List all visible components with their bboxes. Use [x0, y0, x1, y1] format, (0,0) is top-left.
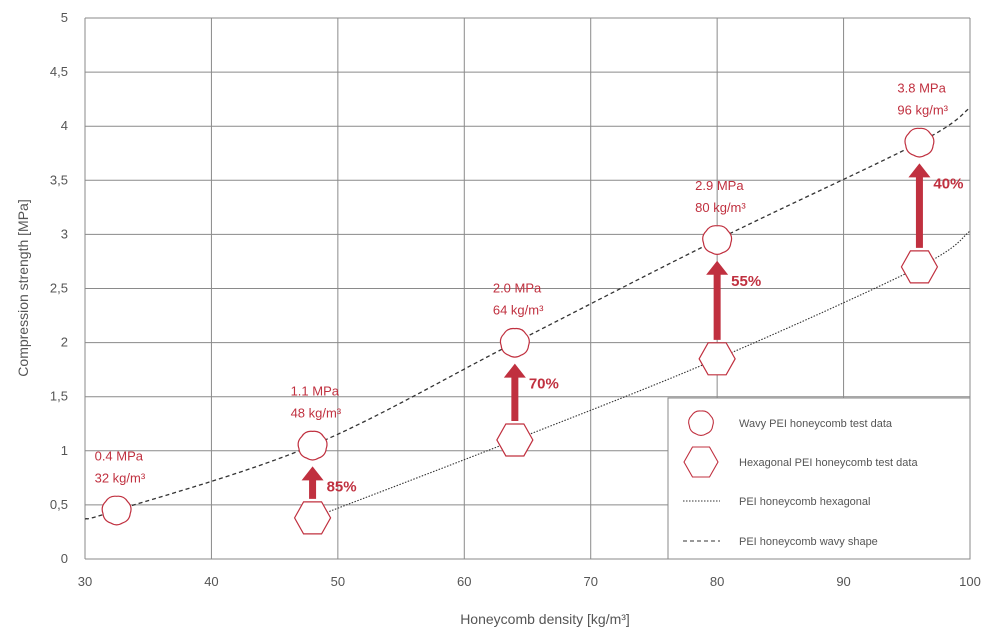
y-tick-label: 1	[61, 443, 68, 458]
y-tick-label: 0,5	[50, 497, 68, 512]
annotation-density: 96 kg/m³	[897, 102, 948, 117]
improvement-label: 55%	[731, 273, 761, 290]
y-tick-label: 3	[61, 226, 68, 241]
x-axis-title: Honeycomb density [kg/m³]	[460, 611, 630, 627]
improvement-arrow	[908, 163, 931, 248]
wavy-trend-line	[85, 107, 970, 520]
y-tick-label: 0	[61, 551, 68, 566]
y-tick-label: 4,5	[50, 64, 68, 79]
improvement-label: 70%	[529, 376, 559, 393]
x-tick-label: 90	[836, 574, 850, 589]
annotation-strength: 1.1 MPa	[291, 383, 340, 398]
annotation-density: 32 kg/m³	[95, 470, 146, 485]
legend-label: PEI honeycomb hexagonal	[739, 496, 870, 508]
x-tick-label: 80	[710, 574, 724, 589]
legend-box	[667, 397, 971, 560]
tick-labels: 30 40 50 60 70 80 90 100 0 0,5 1 1,5 2 2,5 3 3,5 4 4,5 5	[50, 10, 981, 589]
legend-hexagon-marker	[683, 446, 719, 478]
wavy-data-point	[101, 495, 132, 526]
legend-label: Wavy PEI honeycomb test data	[739, 418, 893, 430]
x-tick-label: 70	[583, 574, 597, 589]
hexagon-data-point	[900, 250, 939, 284]
legend: Wavy PEI honeycomb test data Hexagonal PE…	[667, 397, 971, 560]
x-tick-label: 100	[959, 574, 981, 589]
x-tick-label: 50	[331, 574, 345, 589]
improvement-arrow	[706, 260, 729, 340]
wavy-data-point	[297, 430, 328, 461]
y-tick-label: 5	[61, 10, 68, 25]
annotation-density: 64 kg/m³	[493, 303, 544, 318]
y-tick-label: 2,5	[50, 281, 68, 296]
annotation-strength: 2.9 MPa	[695, 178, 744, 193]
wavy-data-point	[904, 127, 935, 158]
annotation-strength: 0.4 MPa	[95, 448, 144, 463]
data-markers	[101, 127, 939, 535]
annotation-density: 80 kg/m³	[695, 200, 746, 215]
annotation-density: 48 kg/m³	[291, 405, 342, 420]
improvement-arrow	[503, 363, 526, 421]
legend-label: Hexagonal PEI honeycomb test data	[739, 457, 918, 469]
y-tick-label: 4	[61, 118, 68, 133]
improvement-arrow	[301, 466, 324, 499]
y-tick-label: 3,5	[50, 172, 68, 187]
y-tick-label: 2	[61, 335, 68, 350]
wavy-data-point	[499, 327, 530, 358]
hexagon-data-point	[293, 501, 332, 535]
y-axis-title: Compression strength [MPa]	[15, 199, 31, 376]
hexagon-data-point	[496, 423, 534, 457]
x-tick-label: 60	[457, 574, 471, 589]
legend-label: PEI honeycomb wavy shape	[739, 536, 878, 548]
improvement-label: 85%	[327, 478, 357, 495]
x-tick-label: 40	[204, 574, 218, 589]
improvement-label: 40%	[933, 175, 963, 192]
annotation-strength: 2.0 MPa	[493, 281, 542, 296]
hexagon-data-point	[698, 342, 736, 376]
legend-wavy-marker	[688, 410, 714, 437]
improvement-arrows: 85% 70% 55% 40%	[301, 163, 963, 499]
annotation-strength: 3.8 MPa	[897, 80, 946, 95]
value-annotations: 0.4 MPa 32 kg/m³ 1.1 MPa 48 kg/m³ 2.0 MPa 64 …	[95, 80, 949, 485]
y-tick-label: 1,5	[50, 389, 68, 404]
wavy-data-point	[702, 225, 733, 255]
x-tick-label: 30	[78, 574, 92, 589]
